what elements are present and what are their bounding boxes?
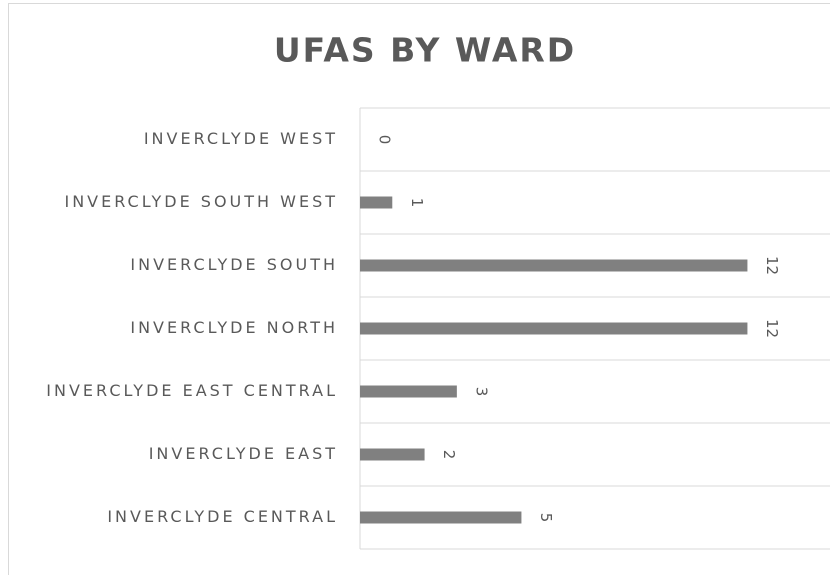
- y-tick-label: INVERCLYDE CENTRAL: [107, 507, 338, 526]
- bar: [360, 322, 748, 335]
- data-label: 0: [376, 135, 394, 145]
- y-tick-label: INVERCLYDE NORTH: [130, 318, 338, 337]
- y-tick-label: INVERCLYDE EAST CENTRAL: [46, 381, 338, 400]
- bar: [360, 511, 522, 524]
- bar: [360, 448, 425, 461]
- data-label: 2: [440, 450, 458, 460]
- y-tick-label: INVERCLYDE SOUTH: [130, 255, 338, 274]
- data-label: 3: [472, 387, 490, 397]
- bar: [360, 385, 457, 398]
- y-tick-label: INVERCLYDE EAST: [149, 444, 338, 463]
- data-label: 1: [408, 198, 426, 208]
- data-label: 12: [763, 319, 781, 338]
- y-tick-label: INVERCLYDE WEST: [144, 129, 338, 148]
- y-tick-label: INVERCLYDE SOUTH WEST: [64, 192, 338, 211]
- bar: [360, 259, 748, 272]
- chart-title: UFAS BY WARD: [274, 31, 576, 70]
- chart-border: [8, 3, 830, 575]
- bar: [360, 196, 393, 209]
- data-label: 5: [537, 513, 555, 523]
- data-label: 12: [763, 256, 781, 275]
